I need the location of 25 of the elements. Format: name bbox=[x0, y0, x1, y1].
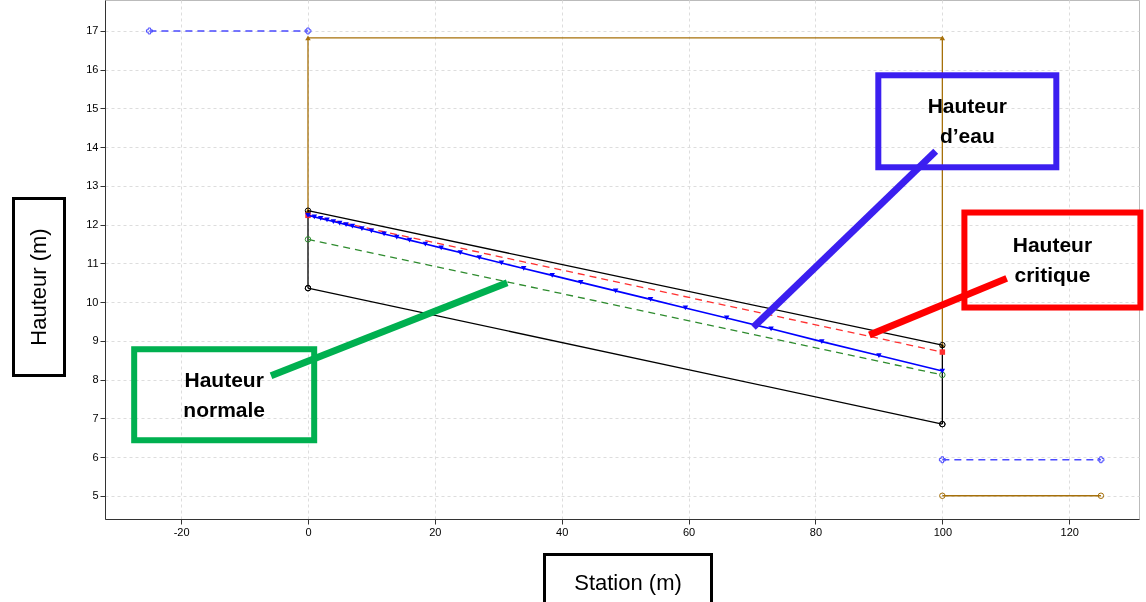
y-tick-label: 16 bbox=[86, 63, 99, 76]
y-tick-label: 6 bbox=[92, 450, 99, 463]
y-tick-label: 10 bbox=[86, 295, 99, 308]
y-tick-label: 5 bbox=[92, 489, 99, 502]
x-tick-label: 20 bbox=[429, 525, 442, 538]
annotation: Hauteur critique bbox=[1012, 233, 1093, 287]
y-tick-label: 8 bbox=[92, 373, 99, 386]
y-tick-label: 13 bbox=[86, 179, 99, 192]
y-tick-label: 11 bbox=[87, 256, 99, 269]
x-tick-label: 0 bbox=[305, 525, 312, 538]
x-tick-label: 80 bbox=[809, 525, 823, 538]
y-tick-label: 9 bbox=[92, 334, 99, 347]
annotation: Hauteur normale bbox=[183, 367, 266, 421]
x-tick-label: 120 bbox=[1060, 525, 1079, 538]
y-tick-label: 7 bbox=[92, 411, 99, 424]
y-tick-label: 15 bbox=[86, 101, 99, 114]
y-tick-label: 12 bbox=[86, 218, 99, 231]
x-axis-title: Station (m) bbox=[543, 553, 713, 602]
x-tick-label: 60 bbox=[682, 525, 696, 538]
x-tick-label: 40 bbox=[556, 525, 569, 538]
x-tick-label: -20 bbox=[173, 525, 190, 538]
y-tick-label: 14 bbox=[86, 140, 99, 153]
x-tick-label: 100 bbox=[933, 525, 953, 538]
y-axis-title: Hauteur (m) bbox=[26, 228, 52, 346]
y-tick-label: 17 bbox=[86, 24, 99, 37]
